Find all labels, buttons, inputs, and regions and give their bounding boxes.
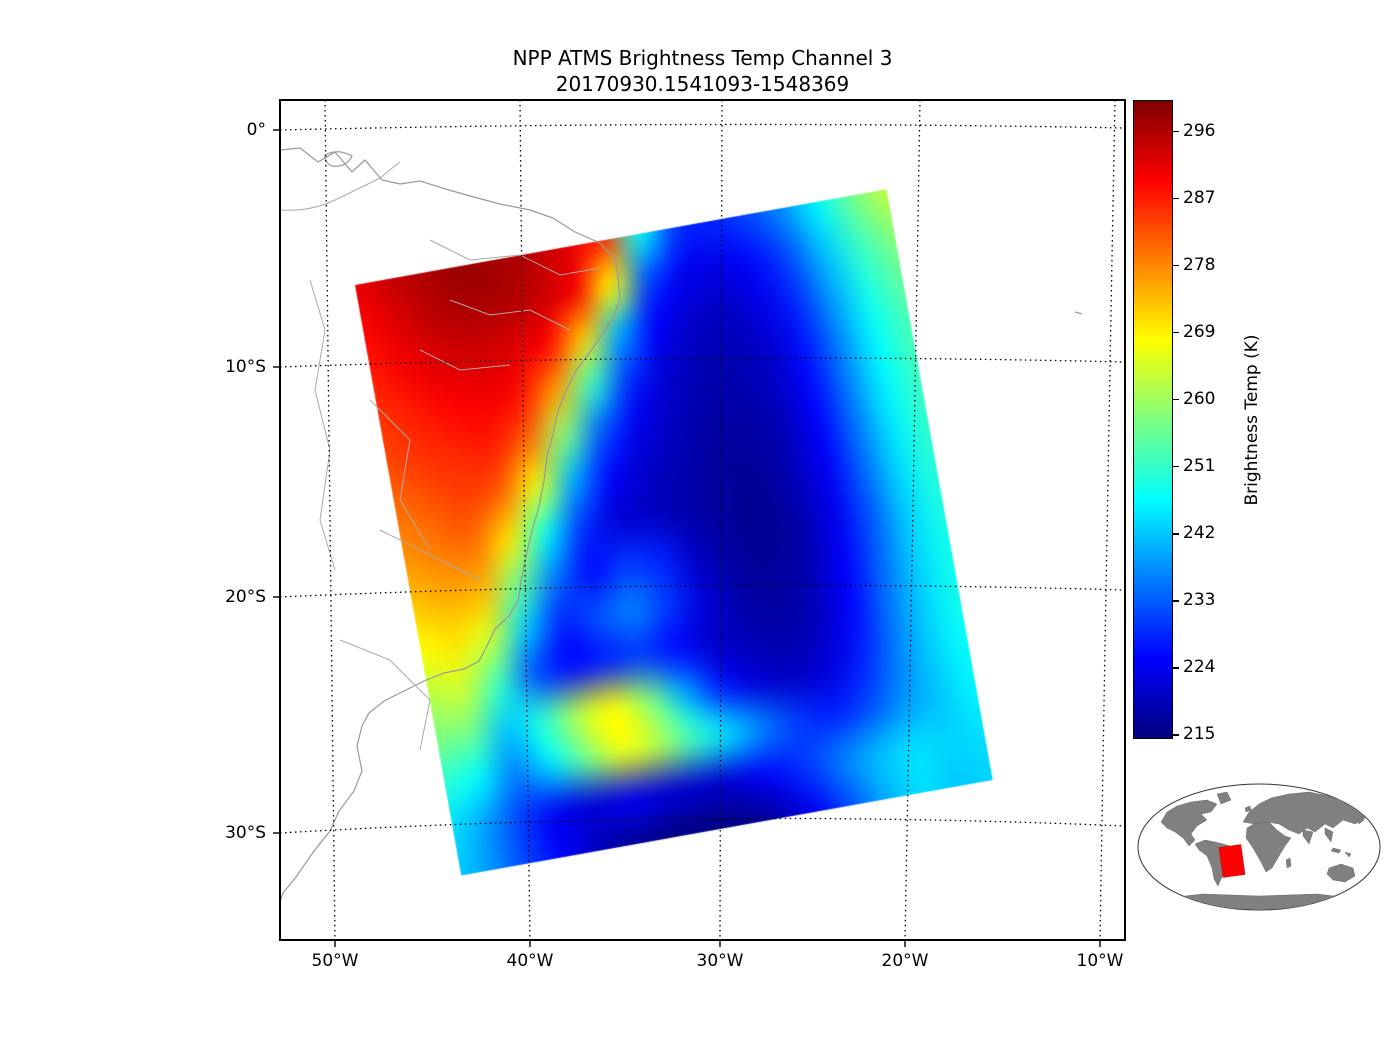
colorbar-tick-label: 242 [1183,523,1216,544]
colorbar-tick-label: 224 [1183,657,1216,678]
country-border-west [309,279,336,571]
river-amazon [279,161,401,211]
borders-group [279,161,601,751]
meridian-30w [719,99,723,941]
colorbar-tick-label: 260 [1183,389,1216,409]
islands-indonesia [1330,847,1342,854]
islands-britain [1244,805,1252,813]
continent-north-america [1160,799,1218,847]
parallel-30s [279,817,1126,834]
colorbar-tick-label: 287 [1183,187,1216,208]
meridian-40w [519,99,531,941]
colorbar-tick-mark [1173,734,1179,736]
peninsula-se-asia [1324,827,1334,843]
plot-border [279,99,1126,941]
colorbar-tick-mark [1173,399,1179,401]
state-border-6 [339,639,431,751]
colorbar-gradient [1134,101,1172,738]
meridian-10w [1099,99,1116,941]
map-plot-area [273,99,1126,947]
island-speck [1074,311,1083,315]
state-border-4 [369,399,431,551]
swath-heatmap-canvas [280,100,1125,940]
swath-footprint-marker [1218,844,1246,878]
continent-greenland [1216,791,1232,805]
world-locator-inset [1137,783,1381,911]
colorbar-tick-label: 251 [1183,456,1216,477]
continent-africa [1245,821,1292,873]
chart-subtitle: 20170930.1541093-1548369 [555,72,850,96]
continent-australia [1326,863,1356,883]
state-border-2 [449,299,571,331]
colorbar-tick-label: 269 [1183,321,1216,342]
subcontinent-india [1302,829,1314,845]
island-marajo [324,151,353,167]
state-border-5 [379,529,481,581]
coastline-group [279,147,1083,903]
state-border-3 [419,349,511,371]
colorbar: 296 287 278 269 260 251 242 233 224 215 [1133,100,1273,760]
colorbar-tick-mark [1173,600,1179,602]
y-tick-label-10s: 10°S [225,357,266,377]
colorbar-tick-mark [1173,130,1179,133]
map-overlay [273,99,1126,947]
islands-indonesia-2 [1344,851,1352,858]
coastline-path [279,147,621,903]
colorbar-frame [1133,100,1173,739]
state-border-1 [429,239,601,276]
x-tick-label-40w: 40°W [506,951,554,971]
colorbar-tick-label: 278 [1183,254,1216,275]
parallel-0deg [279,123,1126,131]
continent-antarctica [1166,893,1352,910]
x-tick-label-30w: 30°W [696,951,744,971]
chart-title: NPP ATMS Brightness Temp Channel 3 [512,46,893,70]
meridian-50w [324,99,336,941]
graticule-group [279,99,1126,941]
y-tick-label-30s: 30°S [225,823,266,843]
meridian-20w [904,99,921,941]
colorbar-tick-mark [1173,197,1179,200]
colorbar-tick-mark [1173,466,1179,468]
x-tick-label-10w: 10°W [1076,951,1124,971]
colorbar-tick-mark [1173,533,1179,535]
parallel-20s [279,584,1126,598]
island-madagascar [1285,857,1292,869]
colorbar-label: Brightness Temp (K) [1242,334,1262,506]
tick-marks-group [273,129,1101,947]
colorbar-tick-label: 296 [1183,120,1216,141]
y-tick-label-0: 0° [246,120,266,140]
colorbar-tick-mark [1173,264,1179,267]
colorbar-tick-mark [1173,667,1179,669]
y-tick-label-20s: 20°S [225,587,266,607]
colorbar-tick-label: 215 [1183,724,1216,745]
continent-eurasia [1242,791,1366,835]
colorbar-tick-mark [1173,331,1179,334]
x-tick-label-50w: 50°W [311,951,359,971]
islands-japan [1356,815,1365,825]
colorbar-ticks: 296 287 278 269 260 251 242 233 224 215 [1133,101,1273,744]
parallel-10s [279,357,1126,368]
colorbar-tick-label: 233 [1183,590,1216,611]
x-tick-label-20w: 20°W [881,951,929,971]
islands-new-zealand [1360,881,1366,890]
